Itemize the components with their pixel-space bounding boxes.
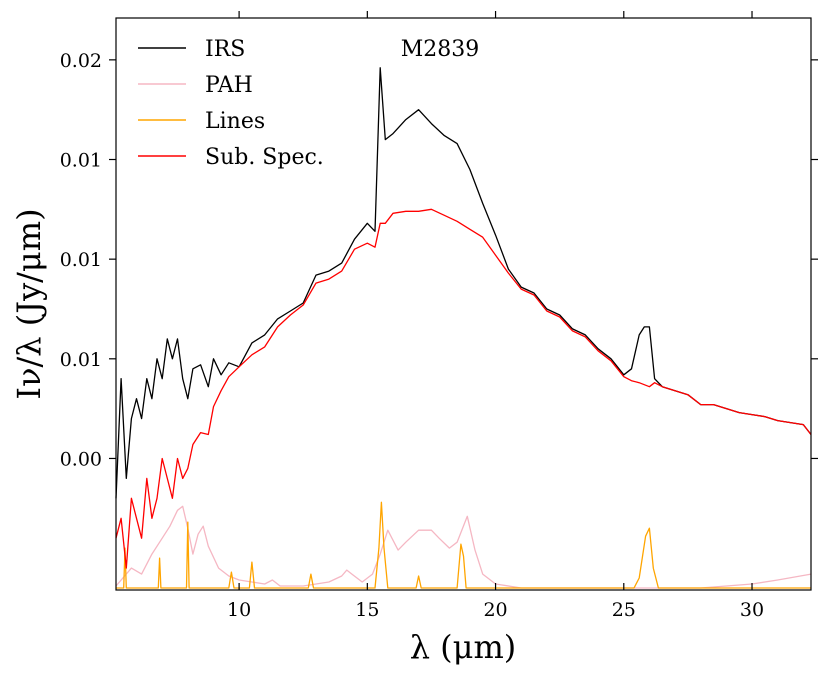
- axis-ticks: 10 15 20 25 30 0.00 0.01 0.01 0.01 0.02: [60, 11, 818, 621]
- x-tick-label: 30: [740, 599, 764, 621]
- series-line-pah: [115, 505, 812, 589]
- legend-label-lines: Lines: [205, 109, 265, 134]
- y-tick-label: 0.01: [60, 249, 102, 271]
- chart-title: M2839: [401, 37, 480, 62]
- series-line-sub-spec: [115, 208, 812, 569]
- x-tick-label: 10: [227, 599, 251, 621]
- y-tick-label: 0.02: [60, 50, 102, 72]
- y-axis-title: Iν/λ (Jy/μm): [10, 208, 48, 399]
- y-tick-label: 0.01: [60, 349, 102, 371]
- legend-label-pah: PAH: [205, 73, 253, 98]
- x-tick-label: 20: [483, 599, 507, 621]
- legend-label-irs: IRS: [205, 37, 245, 62]
- x-axis-title: λ (μm): [410, 628, 517, 666]
- legend-label-sub-spec: Sub. Spec.: [205, 145, 324, 170]
- series-line-lines: [116, 501, 811, 589]
- x-tick-label: 25: [612, 599, 636, 621]
- y-tick-label: 0.01: [60, 150, 102, 172]
- legend: IRS PAH Lines Sub. Spec.: [138, 37, 324, 170]
- plot-frame: [115, 17, 812, 591]
- y-tick-label: 0.00: [60, 448, 102, 470]
- x-tick-label: 15: [355, 599, 379, 621]
- series-lines: [115, 67, 812, 589]
